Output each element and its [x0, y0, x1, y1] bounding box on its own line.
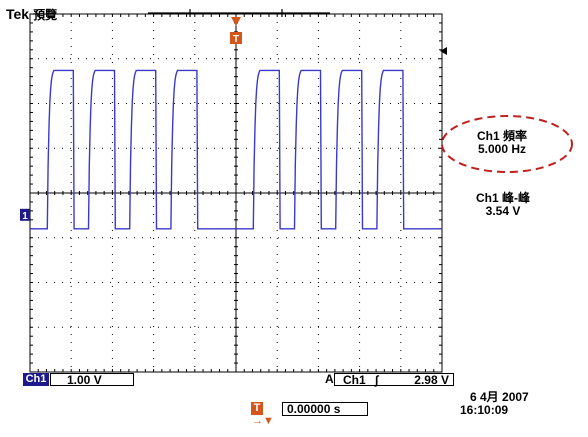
trigger-marker-label: T — [233, 34, 239, 45]
trigger-mode-label: A — [325, 373, 334, 386]
trigger-down-arrow — [231, 17, 241, 26]
horizontal-position-icon: T→▼ — [251, 402, 279, 416]
peak-peak-measurement: Ch1 峰-峰 3.54 V — [458, 192, 548, 218]
mode-label: 預覽 — [33, 8, 57, 22]
record-length-bar — [148, 9, 330, 17]
pp-value: 3.54 V — [458, 205, 548, 218]
trigger-slope-icon: ∫ — [375, 373, 378, 387]
trigger-level-arrow — [440, 47, 447, 55]
ch1-badge[interactable]: Ch1 — [23, 373, 49, 386]
trigger-source: Ch1 — [343, 373, 366, 387]
ground-marker-label: 1 — [22, 211, 28, 222]
trigger-t-icon: T — [251, 402, 263, 415]
frequency-measurement: Ch1 頻率 5.000 Hz — [462, 130, 542, 156]
brand-label: Tek 預覽 — [6, 6, 57, 23]
horizontal-position: 0.00000 s — [282, 402, 368, 416]
time-readout: 16:10:09 — [460, 403, 508, 417]
trigger-readout: Ch1 ∫ 2.98 V — [334, 373, 454, 386]
freq-value: 5.000 Hz — [462, 143, 542, 156]
trigger-level: 2.98 V — [414, 374, 449, 387]
ground-marker: 1 — [20, 209, 30, 222]
brand-name: Tek — [6, 6, 29, 22]
ch1-scale: 1.00 V — [50, 373, 134, 386]
